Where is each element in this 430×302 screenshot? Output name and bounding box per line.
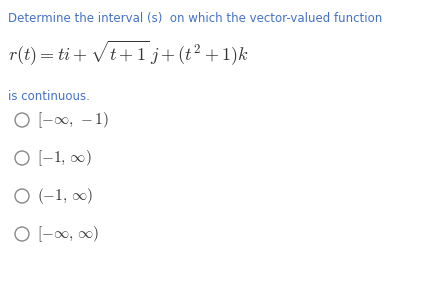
Text: $r(t) = ti + \sqrt{t + 1}\,j + (t^2 + 1)k$: $r(t) = ti + \sqrt{t + 1}\,j + (t^2 + 1)… xyxy=(8,38,248,67)
Text: $[-\infty,\,\infty)$: $[-\infty,\,\infty)$ xyxy=(37,224,99,244)
Text: is continuous.: is continuous. xyxy=(8,90,90,103)
Text: $(-1,\,\infty)$: $(-1,\,\infty)$ xyxy=(37,186,93,206)
Text: $[-\infty,\,-1)$: $[-\infty,\,-1)$ xyxy=(37,110,109,130)
Text: Determine the interval (s)  on which the vector-valued function: Determine the interval (s) on which the … xyxy=(8,12,381,25)
Text: $[-1,\,\infty)$: $[-1,\,\infty)$ xyxy=(37,148,92,168)
